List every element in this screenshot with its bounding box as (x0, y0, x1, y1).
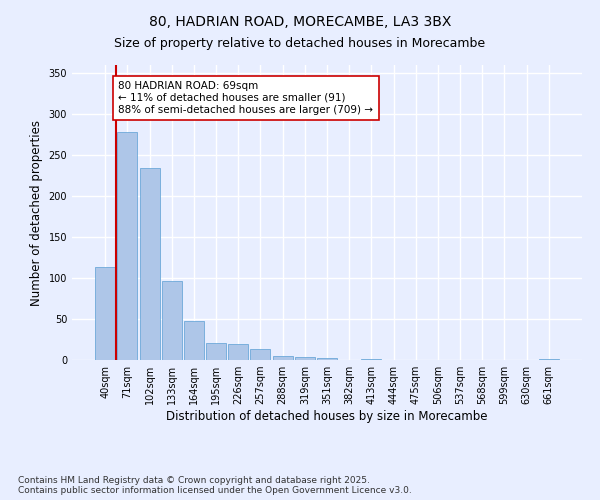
Text: 80, HADRIAN ROAD, MORECAMBE, LA3 3BX: 80, HADRIAN ROAD, MORECAMBE, LA3 3BX (149, 15, 451, 29)
Bar (162, 280, 182, 360)
Bar (228, 344, 248, 360)
Text: 80 HADRIAN ROAD: 69sqm
← 11% of detached houses are smaller (91)
88% of semi-det: 80 HADRIAN ROAD: 69sqm ← 11% of detached… (118, 82, 373, 114)
Text: Contains HM Land Registry data © Crown copyright and database right 2025.
Contai: Contains HM Land Registry data © Crown c… (18, 476, 412, 495)
Bar (95, 268, 115, 360)
Bar (118, 132, 137, 360)
Bar (272, 356, 293, 360)
Bar (539, 359, 559, 360)
Bar (140, 168, 160, 360)
Bar (317, 358, 337, 360)
Bar (206, 343, 226, 360)
Y-axis label: Number of detached properties: Number of detached properties (30, 120, 43, 306)
Bar (184, 320, 204, 360)
X-axis label: Distribution of detached houses by size in Morecambe: Distribution of detached houses by size … (166, 410, 488, 423)
Bar (250, 348, 271, 360)
Bar (361, 359, 382, 360)
Text: Size of property relative to detached houses in Morecambe: Size of property relative to detached ho… (115, 38, 485, 51)
Bar (295, 356, 315, 360)
